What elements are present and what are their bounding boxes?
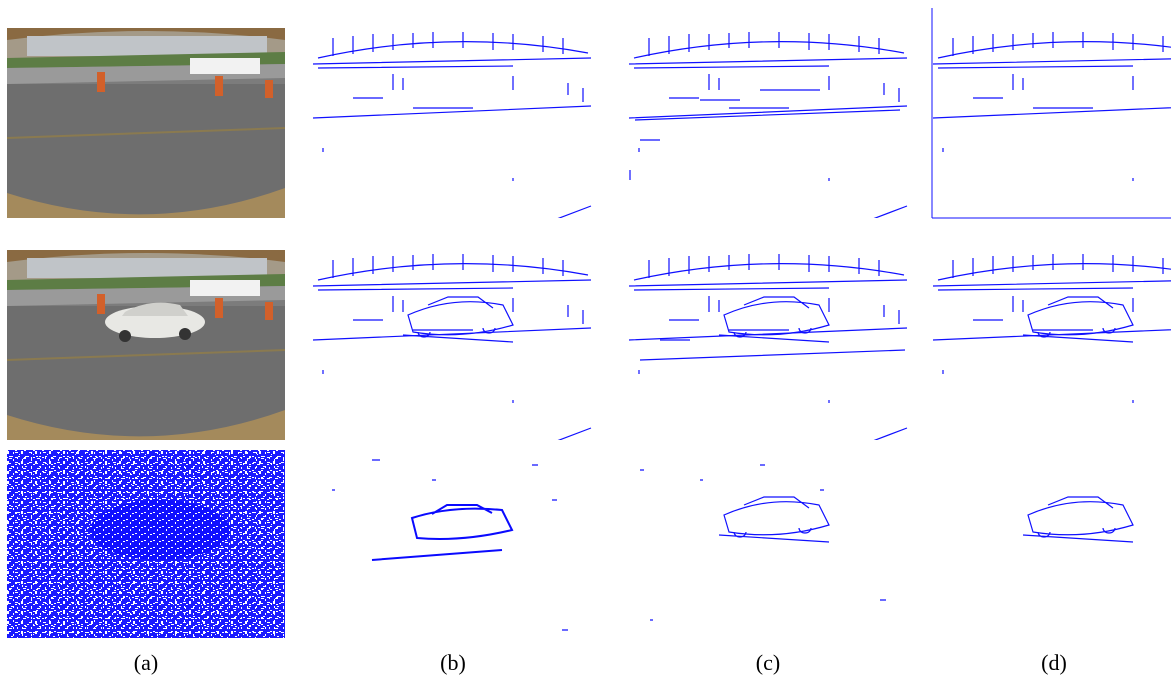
noisy-edge-map bbox=[7, 450, 285, 638]
edge-map-b bbox=[313, 32, 591, 630]
edge-map-c bbox=[629, 32, 907, 620]
video-frame bbox=[7, 28, 285, 218]
page: (a) (b) (c) (d) (() => { const data = JS… bbox=[0, 0, 1171, 684]
subfigure-label: (d) bbox=[1041, 650, 1067, 675]
edge-map-d bbox=[932, 8, 1171, 542]
subfigure-label: (a) bbox=[134, 650, 158, 675]
figure: (a) (b) (c) (d) bbox=[0, 0, 1171, 684]
video-frame-with-car bbox=[7, 250, 285, 440]
subfigure-label: (b) bbox=[440, 650, 466, 675]
subfigure-label: (c) bbox=[756, 650, 780, 675]
